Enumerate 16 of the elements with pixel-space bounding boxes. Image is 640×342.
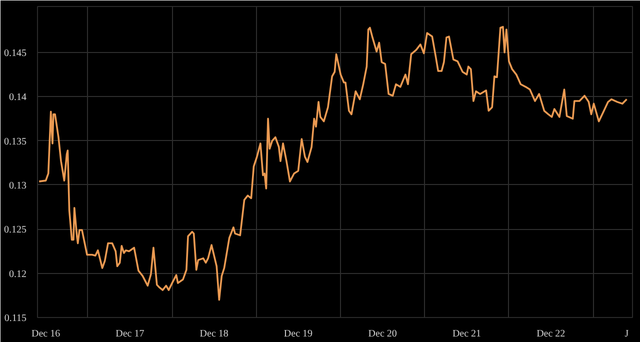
x-tick-label: Dec 22 bbox=[536, 328, 566, 340]
y-tick-label: 0.125 bbox=[4, 224, 26, 236]
x-tick-label: J bbox=[624, 328, 629, 340]
x-tick-label: Dec 16 bbox=[32, 328, 60, 340]
y-tick-label: 0.12 bbox=[9, 268, 26, 280]
y-tick-label: 0.14 bbox=[9, 92, 26, 104]
line-series bbox=[38, 26, 628, 301]
y-tick-label: 0.135 bbox=[4, 136, 26, 148]
x-tick-label: Dec 17 bbox=[116, 328, 144, 340]
x-tick-label: Dec 21 bbox=[452, 328, 482, 340]
x-tick-label: Dec 19 bbox=[284, 328, 313, 340]
y-tick-label: 0.145 bbox=[4, 48, 26, 59]
y-tick-label: 0.13 bbox=[9, 180, 26, 192]
y-tick-label: 0.115 bbox=[4, 313, 27, 324]
x-tick-label: Dec 18 bbox=[200, 328, 228, 340]
x-tick-label: Dec 20 bbox=[368, 328, 397, 340]
